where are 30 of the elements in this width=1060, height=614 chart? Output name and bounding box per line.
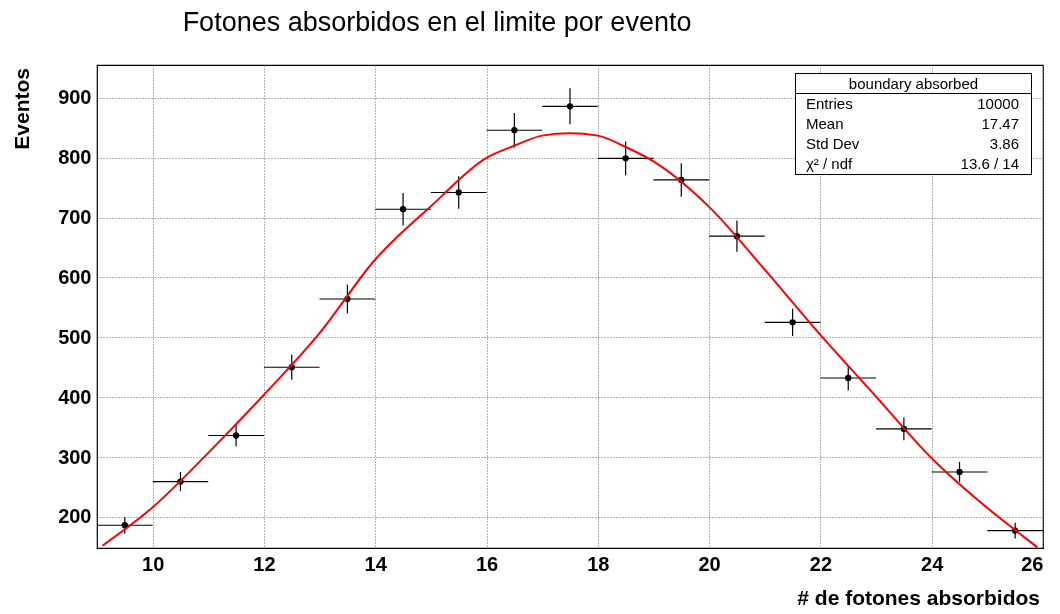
x-tick-label: 22 (809, 552, 833, 575)
annotation: χ² / ndf (806, 154, 853, 174)
annotation: 13.6 / 14 (960, 154, 1019, 174)
line-series (101, 132, 1039, 549)
chart-title: Fotones absorbidos en el limite por evento (182, 7, 692, 37)
x-tick-label: 26 (1021, 552, 1044, 575)
x-tick-label: 20 (698, 552, 721, 575)
y-tick-label: 300 (58, 445, 92, 468)
y-axis-title: Eventos (10, 68, 34, 150)
x-tick-label: 16 (475, 552, 499, 575)
x-tick-label: 24 (921, 552, 945, 575)
y-tick-label: 200 (58, 505, 92, 528)
x-tick-label: 14 (364, 552, 388, 575)
y-tick-label: 600 (58, 265, 92, 288)
y-tick-label: 700 (58, 206, 92, 229)
y-tick-label: 900 (58, 86, 92, 109)
y-tick-label: 500 (58, 325, 92, 348)
y-tick-label: 400 (58, 385, 92, 408)
annotation: Std Dev (806, 134, 860, 154)
x-axis-title: # de fotones absorbidos (797, 586, 1040, 610)
y-tick-label: 800 (58, 146, 92, 169)
x-tick-label: 10 (142, 552, 165, 575)
annotation: 10000 (977, 94, 1019, 114)
annotation: 17.47 (981, 114, 1019, 134)
x-tick-label: 18 (587, 552, 610, 575)
annotation: Mean (806, 114, 844, 134)
annotation: boundary absorbed (796, 74, 1031, 94)
annotation: 3.86 (989, 134, 1019, 154)
x-tick-label: 12 (253, 552, 276, 575)
annotation: Entries (806, 94, 853, 114)
